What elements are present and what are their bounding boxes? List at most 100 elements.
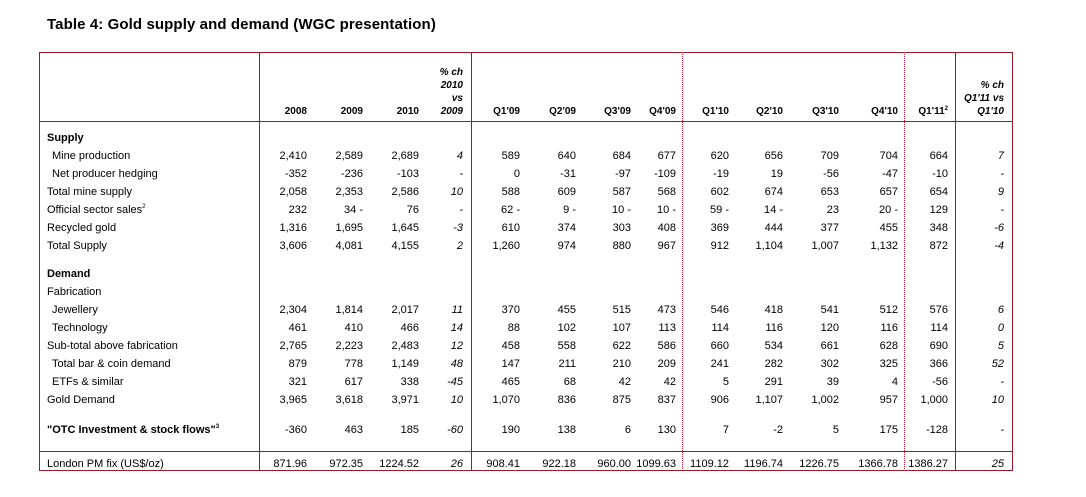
table-cell: 515 (612, 304, 631, 316)
column-header-line: Q4'09 (649, 106, 676, 117)
column-header: % ch 2010 vs 2009 (407, 66, 463, 118)
table-cell: 2 (456, 240, 463, 252)
table-cell: 1,316 (279, 222, 307, 234)
table-cell: 4,081 (335, 240, 363, 252)
table-row: Jewellery 2,304 1,814 2,017 11 370 455 515 473 54… (0, 301, 1086, 319)
table-row: "OTC Investment & stock flows"3 -360 463 18… (0, 421, 1086, 439)
table-cell: 879 (288, 358, 307, 370)
table-cell: 653 (820, 186, 839, 198)
table-cell: 9 (997, 186, 1004, 198)
row-label: Total bar & coin demand (52, 355, 171, 373)
table-cell: 1,000 (920, 394, 948, 406)
table-cell: 586 (657, 340, 676, 352)
table-cell: 1,007 (811, 240, 839, 252)
table-cell: 185 (400, 424, 419, 436)
table-cell: -10 (932, 168, 948, 180)
table-frame (39, 52, 1013, 471)
column-header-line: Q1'10 (702, 106, 729, 117)
table-cell: 408 (657, 222, 676, 234)
table-cell: 960.00 (597, 458, 631, 470)
table-cell: 5 (832, 424, 839, 436)
table-cell: 512 (879, 304, 898, 316)
table-cell: 1,149 (391, 358, 419, 370)
table-cell: 972.35 (329, 458, 363, 470)
table-row: Fabrication (0, 283, 1086, 301)
table-cell: 465 (501, 376, 520, 388)
table-cell: 120 (820, 322, 839, 334)
table-cell: 1,260 (492, 240, 520, 252)
table-cell: -109 (653, 168, 676, 180)
table-cell: 3,606 (279, 240, 307, 252)
table-cell: 1,814 (335, 304, 363, 316)
footnote-marker: 2 (944, 106, 948, 112)
row-label-text: Total bar & coin demand (52, 358, 171, 370)
table-cell: -56 (823, 168, 839, 180)
table-cell: 620 (710, 150, 729, 162)
column-header-line: % ch (980, 80, 1004, 91)
column-header-line: Q4'10 (871, 106, 898, 117)
table-cell: -360 (284, 424, 307, 436)
table-cell: 14 (450, 322, 463, 334)
column-header-line: Q3'10 (812, 106, 839, 117)
table-cell: 957 (879, 394, 898, 406)
table-cell: 10 (991, 394, 1004, 406)
table-cell: -19 (713, 168, 729, 180)
table-cell: 3,965 (279, 394, 307, 406)
row-label: Mine production (52, 147, 130, 165)
table-cell: -31 (560, 168, 576, 180)
table-cell: 1,104 (755, 240, 783, 252)
table-cell: 609 (557, 186, 576, 198)
table-cell: 14 - (764, 204, 783, 216)
table-cell: 10 (450, 394, 463, 406)
table-cell: -128 (925, 424, 948, 436)
table-cell: 2,589 (335, 150, 363, 162)
table-cell: 4 (456, 150, 463, 162)
table-cell: 175 (879, 424, 898, 436)
table-cell: 2,765 (279, 340, 307, 352)
table-row: Supply (0, 129, 1086, 147)
table-cell: 88 (507, 322, 520, 334)
table-cell: 321 (288, 376, 307, 388)
table-row: Gold Demand 3,965 3,618 3,971 10 1,070 836 875 8… (0, 391, 1086, 409)
table-cell: 7 (997, 150, 1004, 162)
column-header: Q4'09 (620, 105, 676, 118)
table-cell: 661 (820, 340, 839, 352)
table-cell: 974 (557, 240, 576, 252)
column-header-line: Q1'09 (493, 106, 520, 117)
table-cell: 147 (501, 358, 520, 370)
table-cell: 0 (997, 322, 1004, 334)
table-cell: 908.41 (486, 458, 520, 470)
table-cell: 303 (612, 222, 631, 234)
table-cell: 912 (710, 240, 729, 252)
table-cell: 778 (344, 358, 363, 370)
table-cell: 660 (710, 340, 729, 352)
table-cell: 374 (557, 222, 576, 234)
table-cell: 2,689 (391, 150, 419, 162)
table-cell: 576 (929, 304, 948, 316)
table-cell: -2 (773, 424, 783, 436)
table-cell: 656 (764, 150, 783, 162)
table-row: London PM fix (US$/oz) 871.96 972.35 1224.5… (0, 455, 1086, 473)
row-label-text: Technology (52, 322, 108, 334)
table-cell: -6 (994, 222, 1004, 234)
table-cell: 967 (657, 240, 676, 252)
table-cell: 6 (624, 424, 631, 436)
column-header: Q1'09 (464, 105, 520, 118)
table-cell: 837 (657, 394, 676, 406)
row-label-text: Jewellery (52, 304, 98, 316)
table-cell: 25 (991, 458, 1004, 470)
table-cell: 657 (879, 186, 898, 198)
row-label: Total mine supply (47, 183, 132, 201)
q4-divider-dotted (904, 52, 905, 471)
table-cell: 12 (450, 340, 463, 352)
table-cell: 302 (820, 358, 839, 370)
column-header: Q3'10 (783, 105, 839, 118)
table-row: Demand (0, 265, 1086, 283)
table-cell: 338 (400, 376, 419, 388)
table-cell: 370 (501, 304, 520, 316)
table-cell: 1109.12 (690, 458, 729, 470)
row-label: ETFs & similar (52, 373, 124, 391)
table-cell: 1,070 (492, 394, 520, 406)
table-cell: 23 (826, 204, 839, 216)
table-cell: 684 (612, 150, 631, 162)
